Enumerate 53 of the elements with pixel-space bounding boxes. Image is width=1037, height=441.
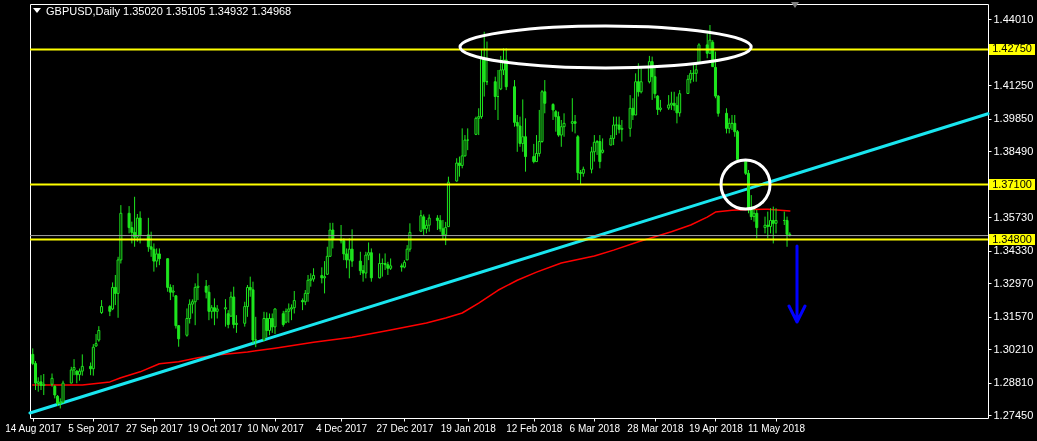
y-tick-label: 1.32970 <box>993 276 1034 289</box>
x-tick-label: 5 Sep 2017 <box>68 422 120 434</box>
candlestick <box>42 373 46 396</box>
ref-line-label: 1.37100 <box>992 177 1032 190</box>
chart-title: GBPUSD,Daily 1.35020 1.35105 1.34932 1.34968 <box>46 5 292 17</box>
candlestick <box>419 209 423 233</box>
x-tick-label: 10 Nov 2017 <box>247 422 305 434</box>
candlestick <box>80 353 84 377</box>
ref-line-label: 1.42750 <box>992 42 1032 55</box>
y-tick-label: 1.34330 <box>993 244 1034 257</box>
x-tick-label: 11 May 2018 <box>747 422 806 434</box>
candlestick <box>441 219 445 241</box>
candlestick <box>521 98 525 153</box>
candlestick <box>265 311 269 339</box>
candlestick <box>273 307 277 335</box>
candlestick <box>694 62 698 83</box>
candlestick <box>620 119 624 143</box>
ref-line-label: 1.34800 <box>992 232 1032 245</box>
y-tick-label: 1.44010 <box>993 12 1034 25</box>
candlestick <box>628 94 632 138</box>
candlestick <box>268 312 271 336</box>
candlestick <box>766 211 770 239</box>
y-tick-label: 1.41250 <box>993 78 1034 91</box>
line-series <box>32 208 791 386</box>
candlestick <box>614 116 618 136</box>
y-tick-label: 1.35730 <box>993 210 1034 223</box>
candlestick <box>650 56 654 101</box>
candlestick <box>455 157 459 183</box>
candlestick <box>223 298 227 328</box>
candlestick <box>763 216 767 234</box>
candlestick <box>686 74 690 94</box>
y-tick-label: 1.31570 <box>993 310 1034 323</box>
x-tick-label: 19 Jan 2018 <box>440 422 497 434</box>
candlestick <box>532 143 536 164</box>
candlestick <box>457 156 461 178</box>
candlestick <box>138 210 142 244</box>
x-tick-label: 19 Apr 2018 <box>689 422 744 434</box>
x-tick-label: 19 Oct 2017 <box>187 422 243 434</box>
x-tick-label: 12 Feb 2018 <box>506 422 563 434</box>
y-tick-label: 1.27450 <box>993 408 1034 421</box>
x-tick-label: 14 Aug 2017 <box>5 422 62 434</box>
x-tick-label: 28 Mar 2018 <box>627 422 684 434</box>
candlestick <box>639 67 643 94</box>
x-tick-label: 27 Sep 2017 <box>126 422 184 434</box>
y-tick-label: 1.38490 <box>993 144 1034 157</box>
x-tick-label: 4 Dec 2017 <box>316 422 368 434</box>
candlestick <box>755 209 759 239</box>
x-tick-label: 6 Mar 2018 <box>569 422 621 434</box>
y-tick-label: 1.28810 <box>993 376 1034 389</box>
y-tick-label: 1.30210 <box>993 342 1034 355</box>
x-tick-label: 27 Dec 2017 <box>376 422 434 434</box>
candlestick <box>262 311 266 342</box>
y-tick-label: 1.39850 <box>993 112 1034 125</box>
